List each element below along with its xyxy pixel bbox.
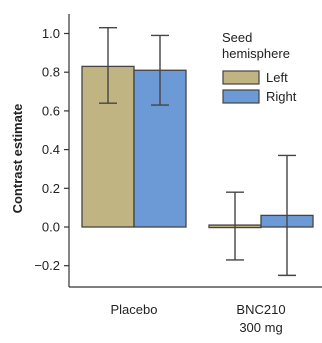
category-label: Placebo [111, 302, 158, 317]
legend-swatch-right [222, 89, 260, 104]
legend-label-right: Right [266, 89, 297, 104]
y-tick-label: 1.0 [42, 26, 60, 41]
y-tick-label: −0.2 [34, 258, 60, 273]
legend-swatch-left [222, 70, 260, 85]
axis-labels: 1.0 0.8 0.6 0.4 0.2 0.0 −0.2 Contrast estimate P… [10, 26, 286, 335]
legend-title: Seed [222, 30, 252, 45]
legend-label-left: Left [266, 70, 288, 85]
category-label: BNC210 [236, 302, 285, 317]
y-tick-label: 0.0 [42, 220, 60, 235]
axes [64, 14, 322, 288]
category-label: 300 mg [239, 320, 282, 335]
error-bars [99, 26, 296, 277]
y-tick-label: 0.8 [42, 65, 60, 80]
y-tick-label: 0.2 [42, 181, 60, 196]
legend-title: hemisphere [222, 46, 290, 61]
y-tick-label: 0.6 [42, 103, 60, 118]
y-axis-title: Contrast estimate [10, 104, 25, 214]
y-tick-label: 0.4 [42, 142, 60, 157]
